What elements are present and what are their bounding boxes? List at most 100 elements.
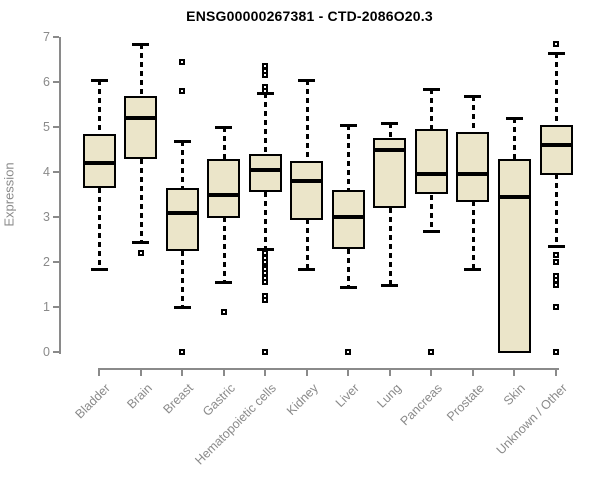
median-line (207, 193, 240, 197)
x-axis-tick (181, 368, 183, 376)
lower-whisker-line (98, 188, 101, 269)
lower-whisker-line (140, 159, 143, 242)
upper-whisker-cap (340, 124, 357, 127)
box-rect (124, 96, 157, 159)
upper-whisker-cap (91, 79, 108, 82)
lower-whisker-cap (340, 286, 357, 289)
y-axis-tick (53, 36, 59, 38)
lower-whisker-cap (381, 284, 398, 287)
upper-whisker-line (389, 123, 392, 139)
y-tick-label: 7 (43, 30, 50, 44)
median-line (166, 211, 199, 215)
upper-whisker-line (347, 125, 350, 190)
median-line (332, 215, 365, 219)
upper-whisker-line (555, 53, 558, 125)
box-rect (415, 129, 448, 194)
median-line (415, 172, 448, 176)
x-axis-tick (347, 368, 349, 376)
lower-whisker-cap (174, 306, 191, 309)
outlier-point (553, 41, 559, 47)
y-tick-label: 1 (43, 300, 50, 314)
outlier-point (221, 309, 227, 315)
lower-whisker-cap (548, 245, 565, 248)
lower-whisker-cap (423, 230, 440, 233)
x-axis-tick (223, 368, 225, 376)
y-tick-label: 3 (43, 210, 50, 224)
box-rect (540, 125, 573, 175)
median-line (290, 179, 323, 183)
median-line (83, 161, 116, 165)
upper-whisker-line (140, 44, 143, 96)
lower-whisker-cap (215, 281, 232, 284)
lower-whisker-line (555, 174, 558, 246)
box-rect (456, 132, 489, 202)
lower-whisker-cap (298, 268, 315, 271)
box-rect (332, 190, 365, 249)
box-rect (207, 159, 240, 218)
upper-whisker-line (430, 89, 433, 130)
median-line (124, 116, 157, 120)
median-line (249, 168, 282, 172)
upper-whisker-cap (298, 79, 315, 82)
y-axis-tick (53, 171, 59, 173)
x-axis-tick (389, 368, 391, 376)
lower-whisker-cap (464, 268, 481, 271)
x-axis-tick (140, 368, 142, 376)
upper-whisker-line (513, 118, 516, 159)
upper-whisker-cap (548, 52, 565, 55)
y-tick-label: 5 (43, 120, 50, 134)
box-rect (290, 161, 323, 220)
lower-whisker-line (472, 201, 475, 269)
x-axis-tick (555, 368, 557, 376)
outlier-point (179, 88, 185, 94)
upper-whisker-line (98, 80, 101, 134)
chart-title: ENSG00000267381 - CTD-2086O20.3 (186, 8, 433, 24)
y-axis-tick (53, 81, 59, 83)
upper-whisker-cap (174, 140, 191, 143)
outlier-point (345, 349, 351, 355)
upper-whisker-line (264, 93, 267, 154)
outlier-point (553, 259, 559, 265)
median-line (498, 195, 531, 199)
lower-whisker-line (430, 195, 433, 231)
outlier-point (553, 349, 559, 355)
box-rect (249, 154, 282, 192)
y-axis-tick (53, 126, 59, 128)
lower-whisker-line (306, 219, 309, 269)
x-axis-tick (472, 368, 474, 376)
y-axis-tick (53, 306, 59, 308)
upper-whisker-line (306, 80, 309, 161)
y-tick-label: 0 (43, 345, 50, 359)
y-tick-label: 4 (43, 165, 50, 179)
outlier-point (553, 304, 559, 310)
category-label: Unknown / Other (493, 381, 570, 458)
y-axis-line (59, 37, 61, 354)
upper-whisker-line (223, 127, 226, 159)
lower-whisker-cap (257, 248, 274, 251)
x-axis-tick (513, 368, 515, 376)
box-rect (498, 159, 531, 353)
outlier-point (138, 250, 144, 256)
median-line (456, 172, 489, 176)
upper-whisker-cap (215, 126, 232, 129)
outlier-point (262, 72, 268, 78)
median-line (373, 148, 406, 152)
outlier-point (553, 282, 559, 288)
upper-whisker-cap (464, 95, 481, 98)
upper-whisker-cap (423, 88, 440, 91)
x-axis-tick (98, 368, 100, 376)
outlier-point (262, 349, 268, 355)
y-tick-label: 6 (43, 75, 50, 89)
y-tick-label: 2 (43, 255, 50, 269)
median-line (540, 143, 573, 147)
upper-whisker-cap (132, 43, 149, 46)
outlier-point (262, 297, 268, 303)
y-axis-tick (53, 261, 59, 263)
lower-whisker-line (264, 192, 267, 248)
x-axis-tick (306, 368, 308, 376)
lower-whisker-cap (91, 268, 108, 271)
lower-whisker-line (181, 251, 184, 307)
x-axis-tick (264, 368, 266, 376)
